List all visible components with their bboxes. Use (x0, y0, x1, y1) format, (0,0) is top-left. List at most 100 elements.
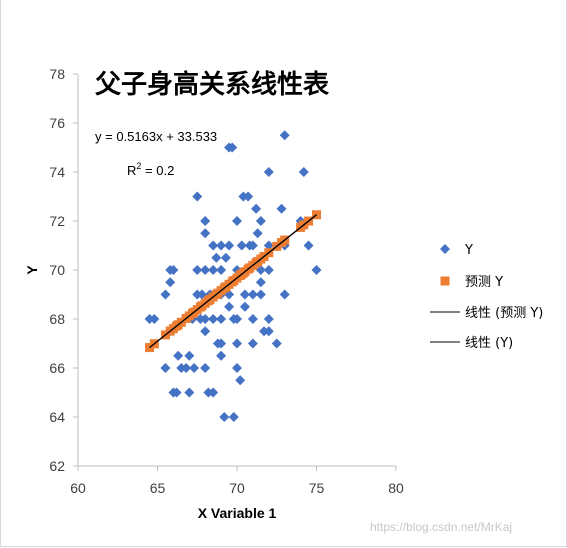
y-point (171, 387, 182, 398)
y-point (216, 350, 227, 361)
y-point (192, 191, 203, 202)
y-point (208, 387, 219, 398)
y-point (298, 167, 309, 177)
y-point (263, 240, 274, 251)
y-axis-label: Y (24, 265, 40, 275)
y-point (247, 240, 258, 251)
y-tick-label: 70 (49, 262, 65, 278)
y-point (216, 240, 227, 251)
y-point (216, 265, 227, 275)
y-point (247, 289, 258, 300)
trendline-y (149, 214, 317, 349)
y-tick-label: 72 (49, 213, 65, 229)
y-point (173, 350, 184, 361)
y-point (211, 252, 222, 263)
y-point (232, 216, 242, 226)
y-point (200, 314, 211, 324)
y-point (184, 387, 195, 398)
legend: Y 预测 Y 线性 (预测 Y) 线性 (Y) (430, 243, 543, 351)
legend-y-marker (440, 244, 450, 254)
y-point (216, 338, 227, 349)
y-point (276, 203, 287, 214)
y-point (224, 301, 235, 312)
y-point (263, 265, 274, 275)
y-point (200, 228, 211, 239)
y-point (303, 240, 314, 251)
y-point (228, 412, 239, 422)
y-point (200, 363, 211, 373)
y-point (192, 265, 203, 275)
y-point (247, 314, 258, 324)
y-point (279, 130, 290, 141)
y-point (189, 363, 200, 373)
legend-trend-y-label: 线性 (Y) (465, 336, 513, 351)
y-point (255, 265, 266, 275)
y-point (236, 240, 247, 251)
y-point (232, 338, 242, 349)
y-tick-label: 68 (49, 311, 65, 327)
x-tick-label: 75 (309, 480, 325, 496)
y-point (263, 326, 274, 337)
y-point (219, 412, 230, 422)
y-point (255, 289, 266, 300)
y-tick-label: 66 (49, 360, 65, 376)
x-axis-label: X Variable 1 (198, 505, 277, 521)
y-point (184, 350, 195, 361)
r-squared: R2 = 0.2 (127, 161, 174, 178)
y-point (239, 289, 250, 300)
legend-trend-predicted-label: 线性 (预测 Y) (465, 306, 543, 321)
y-point (271, 338, 282, 349)
y-point (251, 203, 262, 214)
x-tick-label: 70 (229, 480, 245, 496)
legend-predicted-label: 预测 Y (465, 275, 503, 290)
y-point (252, 228, 263, 239)
marks (144, 130, 322, 422)
y-point (160, 363, 171, 373)
y-tick-label: 64 (49, 409, 65, 425)
y-point (200, 265, 211, 275)
legend-predicted-marker (440, 276, 450, 286)
y-point (255, 277, 266, 288)
x-tick-label: 80 (388, 480, 404, 496)
legend-y-label: Y (464, 243, 473, 258)
r2-prefix: R (127, 163, 136, 178)
y-point (168, 265, 179, 275)
y-tick-label: 62 (49, 458, 65, 474)
y-tick-label: 76 (49, 115, 65, 131)
trend-equation: y = 0.5163x + 33.533 (95, 129, 217, 144)
y-tick-label: 78 (49, 66, 65, 82)
y-point (200, 216, 211, 226)
y-point (208, 314, 219, 324)
y-point (239, 301, 250, 312)
y-tick-label: 74 (49, 164, 65, 180)
y-point (181, 363, 192, 373)
y-point (279, 289, 290, 300)
r2-suffix: = 0.2 (141, 163, 174, 178)
r2-sup: 2 (136, 161, 141, 171)
y-point (149, 314, 160, 324)
y-point (311, 265, 322, 275)
y-point (235, 375, 246, 386)
y-point (200, 326, 211, 337)
y-point (232, 314, 242, 324)
y-point (220, 252, 231, 263)
y-point (255, 216, 266, 226)
y-point (227, 142, 238, 153)
y-point (165, 277, 176, 288)
y-point (208, 265, 219, 275)
y-point (216, 314, 227, 324)
y-point (208, 240, 219, 251)
x-tick-label: 60 (70, 480, 86, 496)
axes: 60 65 70 75 80 62 64 66 68 70 72 74 76 78 (49, 66, 404, 496)
watermark: https://blog.csdn.net/MrKaj (370, 520, 512, 534)
y-point (263, 167, 274, 177)
y-point (224, 240, 235, 251)
y-point (232, 363, 242, 373)
x-tick-label: 65 (150, 480, 166, 496)
y-point (263, 314, 274, 324)
y-point (247, 338, 258, 349)
y-point (243, 191, 254, 202)
chart-title: 父子身高关系线性表 (95, 69, 330, 100)
y-point (160, 289, 171, 300)
